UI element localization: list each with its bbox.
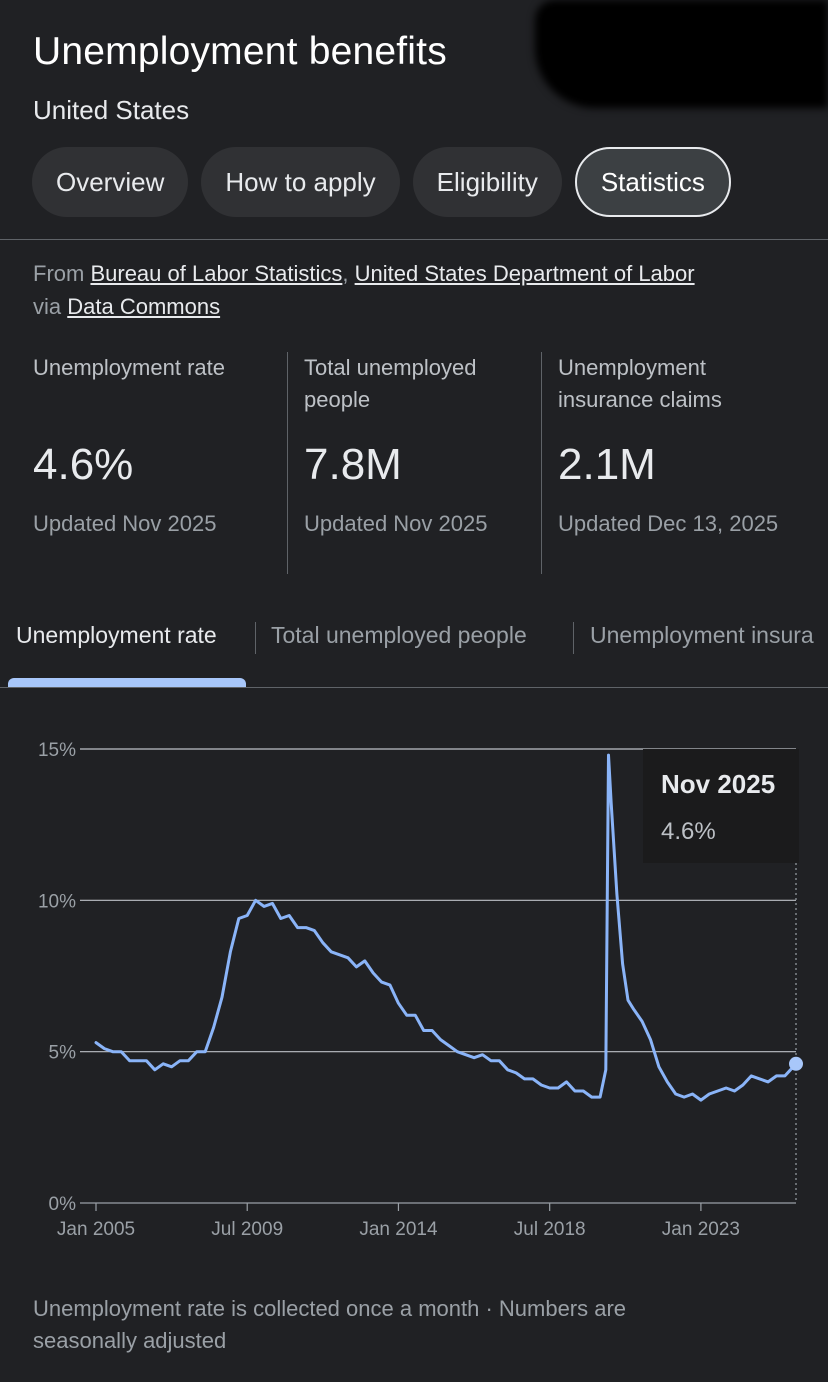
tab-overview[interactable]: Overview [32,147,189,217]
data-point-latest[interactable] [789,1056,803,1071]
tooltip-value: 4.6% [661,818,716,845]
stat-label: Unemployment rate [33,355,225,380]
series-line [94,753,798,1102]
chart-tab-total-unemployed[interactable]: Total unemployed people [271,622,527,648]
tooltip-date: Nov 2025 [661,769,775,799]
source-via-text: via [33,294,62,319]
stat-value: 7.8M [304,440,402,489]
x-tick-label: Jul 2018 [514,1219,586,1240]
y-tick-label: 5% [49,1043,77,1064]
header-divider [0,239,828,240]
chart-tab-separator [573,622,574,654]
page-title: Unemployment benefits [33,30,447,73]
stat-label: Unemployment insurance claims [558,355,722,412]
source-link-data-commons[interactable]: Data Commons [67,294,221,319]
x-tick-label: Jul 2009 [211,1219,283,1240]
source-link-dol[interactable]: United States Department of Labor [354,261,695,286]
stat-unemployment-rate: Unemployment rate 4.6% Updated Nov 2025 [33,352,273,536]
chart-footnote: Unemployment rate is collected once a mo… [33,1296,627,1353]
topic-tabs: Overview How to apply Eligibility Statis… [32,147,731,217]
x-tick-label: Jan 2023 [662,1219,740,1240]
stat-label: Total unemployed people [304,355,477,412]
chart-tab-insurance-claims[interactable]: Unemployment insura [590,622,814,648]
redaction-block [535,0,828,108]
stat-separator [287,352,288,574]
chart-tab-unemployment-rate[interactable]: Unemployment rate [16,622,217,648]
x-axis: Jan 2005 Jul 2009 Jan 2014 Jul 2018 Jan 2023 [57,1203,740,1240]
tab-statistics[interactable]: Statistics [574,147,731,217]
x-tick-label: Jan 2014 [359,1219,438,1240]
y-tick-label: 15% [38,740,76,761]
chart-tabs: Unemployment rate Total unemployed peopl… [0,612,828,688]
tooltip-box [643,749,799,863]
stat-updated: Updated Nov 2025 [304,511,488,536]
stat-total-unemployed: Total unemployed people 7.8M Updated Nov… [304,352,529,536]
stat-updated: Updated Nov 2025 [33,511,217,536]
stat-separator [541,352,542,574]
source-attribution: From Bureau of Labor Statistics, United … [33,257,793,323]
tooltip: Nov 2025 4.6% [643,749,799,863]
source-link-bls[interactable]: Bureau of Labor Statistics [90,261,343,286]
tab-how-to-apply[interactable]: How to apply [201,147,400,217]
stat-insurance-claims: Unemployment insurance claims 2.1M Updat… [558,352,783,536]
y-tick-label: 10% [38,891,76,912]
active-tab-indicator [8,678,246,688]
y-tick-label: 0% [49,1194,77,1215]
chart-tabs-divider [0,687,828,688]
stat-value: 4.6% [33,440,134,489]
source-from-text: From [33,261,85,286]
chart-tab-separator [255,622,256,654]
location-subtitle: United States [33,95,190,125]
tab-eligibility[interactable]: Eligibility [412,147,562,217]
source-separator: , [342,261,349,286]
stat-updated: Updated Dec 13, 2025 [558,511,779,536]
x-tick-label: Jan 2005 [57,1219,135,1240]
stat-value: 2.1M [558,440,656,489]
unemployment-rate-chart[interactable]: 0% 5% 10% 15% Jan 2005 Jul 2009 Jan 2014 Jul 2… [0,700,828,1270]
y-axis: 0% 5% 10% 15% [38,740,76,1215]
